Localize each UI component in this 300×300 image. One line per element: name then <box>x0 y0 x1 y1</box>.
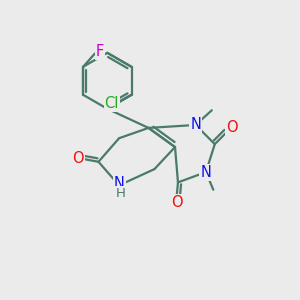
Text: N: N <box>200 165 211 180</box>
Text: O: O <box>226 120 237 135</box>
Text: O: O <box>72 151 84 166</box>
Text: N: N <box>190 118 201 133</box>
Text: Cl: Cl <box>105 96 119 111</box>
Text: F: F <box>96 44 104 59</box>
Text: O: O <box>171 195 182 210</box>
Text: N: N <box>114 176 124 191</box>
Text: H: H <box>116 187 125 200</box>
